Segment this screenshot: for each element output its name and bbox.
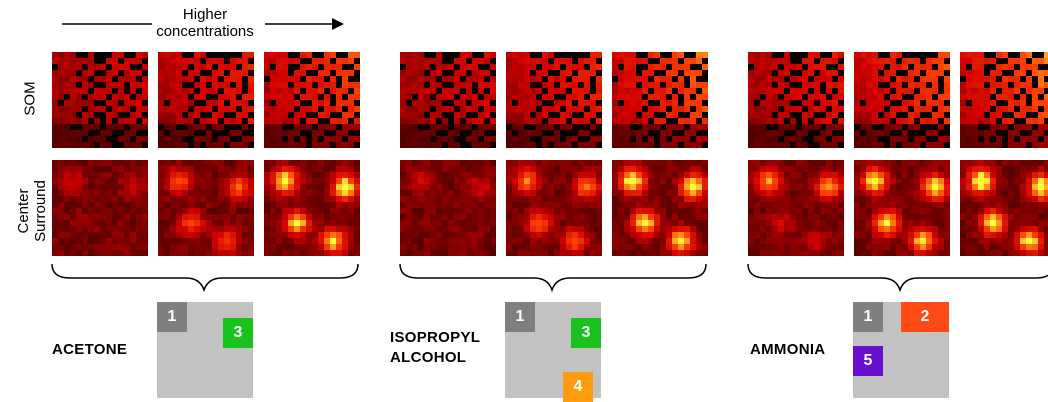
som-heatmap-isopropyl-3 [612, 52, 708, 148]
cluster-tile-1: 1 [853, 302, 883, 332]
row-label-cs-line2: Surround [32, 180, 49, 242]
cs-heatmap-acetone-3 [264, 160, 360, 256]
cluster-tile-1: 1 [157, 302, 187, 332]
cs-heatmap-acetone-2 [158, 160, 254, 256]
chem-name-line2: ALCOHOL [390, 349, 467, 366]
cluster-tile-2: 2 [901, 302, 949, 332]
som-heatmap-ammonia-2 [854, 52, 950, 148]
som-heatmap-acetone-2 [158, 52, 254, 148]
cs-heatmap-isopropyl-3 [612, 160, 708, 256]
arrow-label-line1: Higher [182, 6, 228, 23]
cs-heatmap-acetone-1 [52, 160, 148, 256]
brace-acetone [51, 263, 359, 293]
cluster-tile-1: 1 [505, 302, 535, 332]
chem-name-isopropyl-alcohol: ISOPROPYL ALCOHOL [390, 328, 480, 368]
cs-heatmap-ammonia-1 [748, 160, 844, 256]
som-heatmap-isopropyl-1 [400, 52, 496, 148]
cluster-map-ammonia: 1 2 5 [853, 302, 949, 398]
cs-heatmap-ammonia-2 [854, 160, 950, 256]
cluster-map-isopropyl-alcohol: 1 3 4 [505, 302, 601, 402]
brace-isopropyl [399, 263, 707, 293]
cs-heatmap-ammonia-3 [960, 160, 1048, 256]
cluster-tile-3: 3 [571, 318, 601, 348]
arrow-label-line2: concentrations [156, 23, 254, 40]
som-heatmap-acetone-3 [264, 52, 360, 148]
chem-name-acetone: ACETONE [52, 340, 127, 360]
chem-name-ammonia: AMMONIA [750, 340, 825, 360]
cs-heatmap-isopropyl-2 [506, 160, 602, 256]
cluster-tile-5: 5 [853, 346, 883, 376]
concentration-arrow [62, 18, 344, 30]
chem-name-line1: AMMONIA [750, 341, 826, 358]
cluster-map-acetone: 1 3 [157, 302, 253, 398]
chem-name-line1: ACETONE [52, 341, 128, 358]
row-label-center-surround: Center Surround [15, 175, 49, 247]
som-heatmap-ammonia-1 [748, 52, 844, 148]
row-label-cs-line1: Center [15, 188, 32, 234]
row-label-som: SOM [21, 81, 39, 116]
cs-heatmap-isopropyl-1 [400, 160, 496, 256]
brace-ammonia [747, 263, 1048, 293]
cluster-tile-3: 3 [223, 318, 253, 348]
chem-name-line1: ISOPROPYL [390, 329, 481, 346]
cluster-tile-4: 4 [563, 372, 593, 402]
som-heatmap-acetone-1 [52, 52, 148, 148]
arrow-label: Higher concentrations [105, 6, 305, 40]
som-heatmap-isopropyl-2 [506, 52, 602, 148]
som-heatmap-ammonia-3 [960, 52, 1048, 148]
